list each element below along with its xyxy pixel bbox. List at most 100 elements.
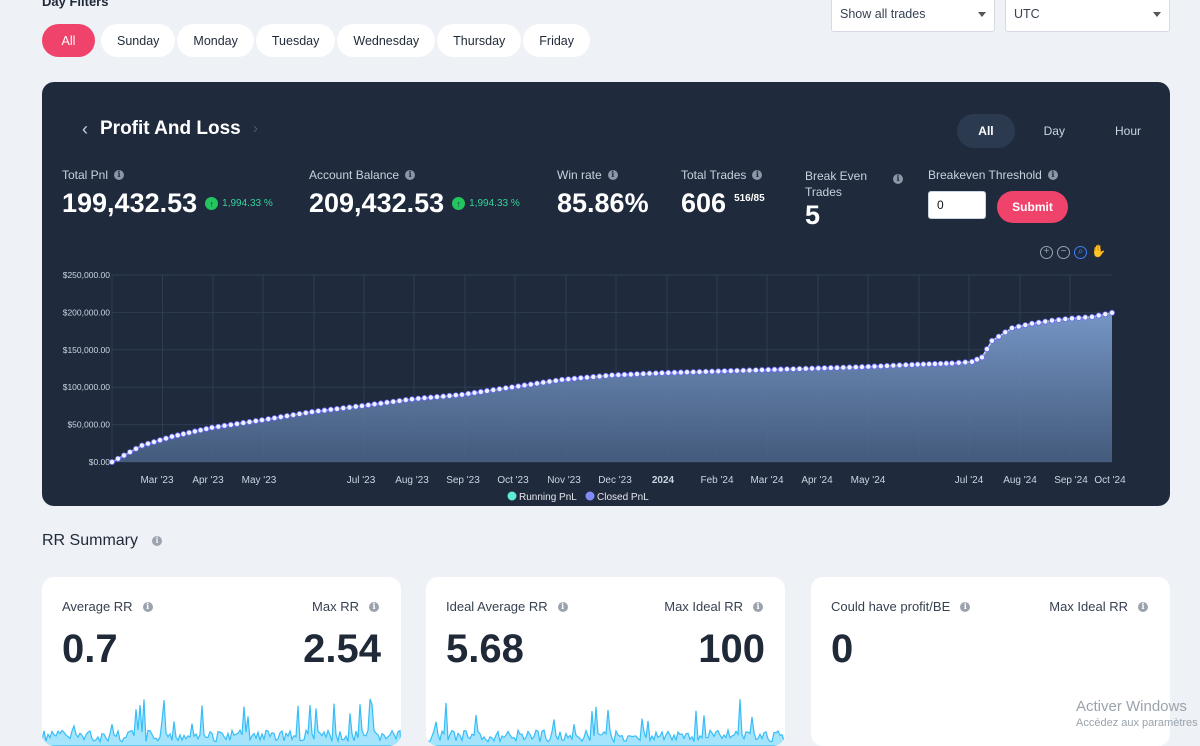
tab-day[interactable]: Day: [1043, 124, 1065, 138]
info-icon[interactable]: [369, 601, 379, 612]
pnl-point: [427, 394, 434, 401]
day-filter-tuesday[interactable]: Tuesday: [255, 24, 336, 57]
pnl-chart[interactable]: $250,000.00 $200,000.00 $150,000.00 $100,00…: [42, 82, 1170, 506]
break-even-label-2: Trades: [805, 185, 842, 199]
pnl-point: [955, 359, 962, 366]
pnl-point: [151, 438, 158, 445]
pnl-point: [133, 445, 140, 452]
pnl-point: [827, 364, 834, 371]
timezone-select[interactable]: UTC: [1005, 0, 1170, 32]
trade-filter-select[interactable]: Show all trades: [831, 0, 995, 32]
pnl-point: [784, 366, 791, 373]
info-icon[interactable]: [405, 169, 416, 180]
tab-hour[interactable]: Hour: [1114, 124, 1141, 138]
pnl-point: [926, 361, 933, 368]
pan-icon[interactable]: ✋: [1091, 244, 1106, 258]
pnl-point: [621, 371, 628, 378]
pnl-point: [446, 392, 453, 399]
chevron-left-icon[interactable]: ‹: [82, 118, 88, 139]
pnl-point: [302, 409, 309, 416]
pnl-point: [677, 369, 684, 376]
pnl-point: [584, 374, 591, 381]
pnl-point: [852, 364, 859, 371]
legend-marker: [585, 491, 595, 501]
day-filter-thursday[interactable]: Thursday: [437, 24, 522, 57]
pnl-point: [371, 401, 378, 408]
pnl-point: [109, 458, 116, 465]
pnl-point: [271, 415, 278, 422]
pnl-point: [527, 381, 534, 388]
pnl-point: [365, 402, 372, 409]
info-icon[interactable]: [893, 173, 904, 184]
pnl-point: [390, 398, 397, 405]
x-tick-label: May '24: [851, 475, 886, 486]
x-tick-label: Nov '23: [547, 475, 581, 486]
day-filter-sunday[interactable]: Sunday: [101, 24, 176, 57]
pnl-point: [752, 367, 759, 374]
rr-label: Average RR: [62, 599, 133, 614]
pnl-point: [989, 337, 996, 344]
chevron-right-icon[interactable]: ›: [252, 120, 259, 137]
pnl-title: Profit And Loss: [100, 118, 241, 139]
info-icon[interactable]: [142, 601, 153, 612]
threshold-input[interactable]: [928, 191, 986, 219]
info-icon[interactable]: [752, 169, 763, 180]
pnl-point: [115, 455, 122, 462]
watermark-line-1: Activer Windows: [1076, 698, 1187, 715]
info-icon[interactable]: [960, 601, 971, 612]
pnl-point: [571, 375, 578, 382]
pnl-point: [809, 365, 816, 372]
info-icon[interactable]: [557, 601, 568, 612]
pnl-point: [796, 365, 803, 372]
submit-button[interactable]: Submit: [997, 191, 1068, 223]
stat-threshold: Breakeven Threshold: [928, 168, 1058, 182]
day-filter-group: All Sunday Monday Tuesday Wednesday Thur…: [42, 24, 591, 57]
day-filter-all[interactable]: All: [42, 24, 95, 57]
break-even-label: Break Even: [805, 169, 868, 183]
zoom-out-icon[interactable]: −: [1057, 246, 1070, 259]
x-tick-label: Feb '24: [700, 475, 733, 486]
info-icon[interactable]: [152, 535, 163, 546]
pnl-point: [715, 368, 722, 375]
zoom-select-icon[interactable]: ⌕: [1074, 246, 1087, 259]
pnl-point: [834, 364, 841, 371]
zoom-in-icon[interactable]: +: [1040, 246, 1053, 259]
stat-total-pnl: Total Pnl 199,432.53 ↑1,994.33 %: [62, 168, 273, 219]
pnl-point: [1002, 329, 1009, 336]
pnl-point: [246, 418, 253, 425]
pnl-point: [802, 365, 809, 372]
pnl-point: [627, 371, 634, 378]
pnl-point: [421, 394, 428, 401]
day-filter-wednesday[interactable]: Wednesday: [337, 24, 436, 57]
pnl-point: [1035, 319, 1042, 326]
info-icon[interactable]: [114, 169, 125, 180]
pnl-point: [258, 417, 265, 424]
day-filter-monday[interactable]: Monday: [177, 24, 254, 57]
pnl-point: [1015, 323, 1022, 330]
pnl-point: [471, 389, 478, 396]
pnl-point: [902, 361, 909, 368]
pnl-point: [931, 360, 938, 367]
pnl-point: [127, 449, 134, 456]
pnl-point: [1042, 318, 1049, 325]
y-tick-label: $250,000.00: [63, 270, 111, 280]
rr-label: Max Ideal RR: [664, 599, 743, 614]
range-tabs: All Day Hour: [957, 114, 1162, 148]
info-icon[interactable]: [607, 169, 618, 180]
pnl-point: [157, 437, 164, 444]
total-pnl-label: Total Pnl: [62, 168, 109, 182]
info-icon[interactable]: [1047, 169, 1058, 180]
total-trades-value: 606: [681, 188, 727, 218]
pnl-point: [191, 428, 198, 435]
stat-win-rate: Win rate 85.86%: [557, 168, 649, 219]
pnl-point: [690, 369, 697, 376]
day-filter-friday[interactable]: Friday: [523, 24, 591, 57]
x-tick-label: Aug '23: [395, 475, 429, 486]
info-icon[interactable]: [1138, 601, 1148, 612]
tab-all[interactable]: All: [957, 114, 1015, 148]
pnl-point: [909, 361, 916, 368]
break-even-value: 5: [805, 200, 821, 230]
pnl-point: [914, 361, 921, 368]
info-icon[interactable]: [753, 601, 763, 612]
pnl-point: [521, 382, 528, 389]
